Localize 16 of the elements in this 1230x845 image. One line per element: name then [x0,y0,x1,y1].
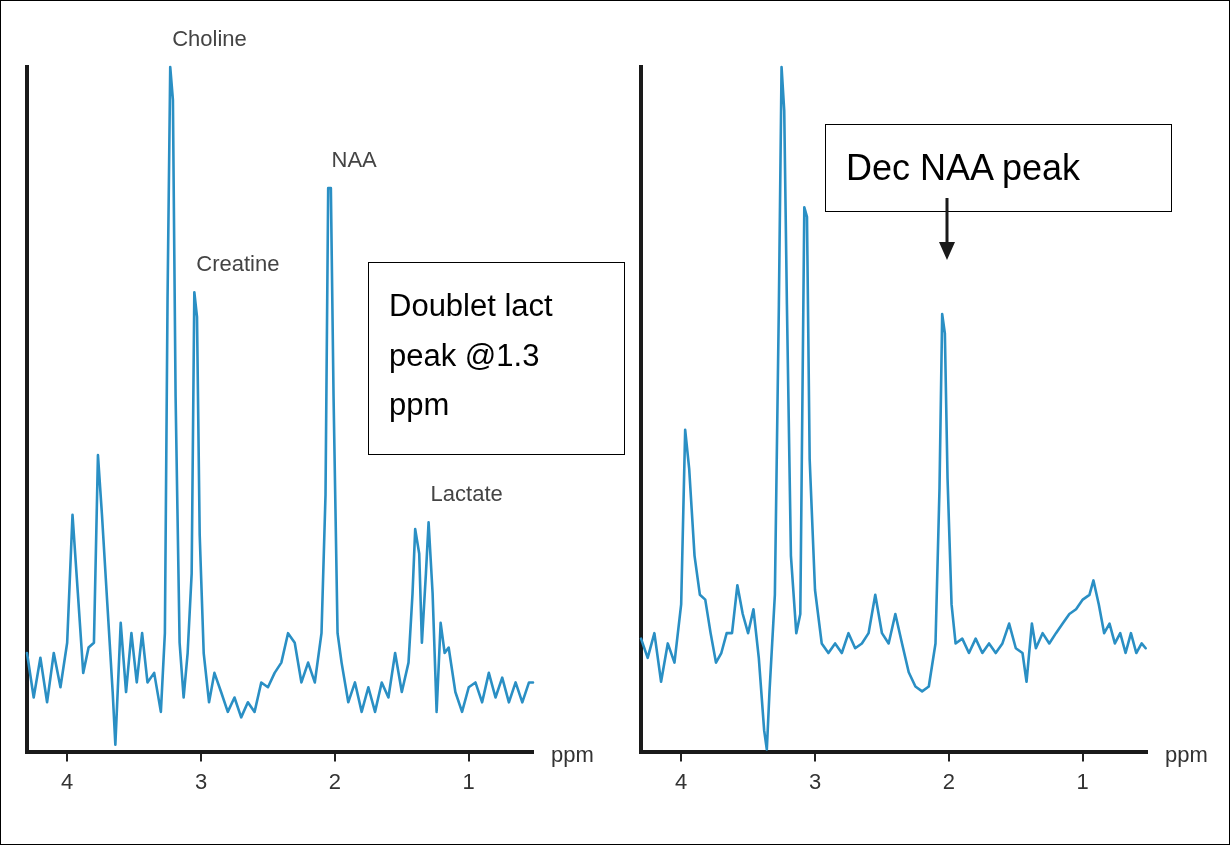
x-axis-title: ppm [1165,741,1208,767]
x-tick-label: 2 [942,768,956,794]
x-tick-label: 4 [61,768,74,794]
annotation: Lactate [430,481,503,507]
annotation: Creatine [196,251,280,277]
annotation: Doublet lact peak @1.3 ppm [368,262,625,455]
x-tick-label: 4 [675,768,688,794]
x-tick-label: 3 [194,768,208,794]
x-axis-title: ppm [551,741,594,767]
x-tick-label: 1 [1076,768,1089,794]
annotation: NAA [331,147,378,173]
annotation: Dec NAA peak [825,124,1172,212]
x-tick-label: 3 [808,768,822,794]
annotation: Choline [172,26,247,52]
x-tick-label: 1 [462,768,475,794]
x-tick-label: 2 [328,768,342,794]
